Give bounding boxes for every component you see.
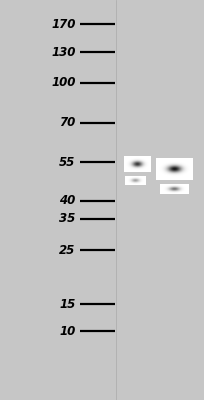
Text: 35: 35 (59, 212, 75, 225)
Text: 100: 100 (51, 76, 75, 89)
Text: 70: 70 (59, 116, 75, 129)
Text: 130: 130 (51, 46, 75, 58)
Text: 40: 40 (59, 194, 75, 207)
Text: 170: 170 (51, 18, 75, 30)
Text: 15: 15 (59, 298, 75, 310)
Text: 10: 10 (59, 325, 75, 338)
Text: 25: 25 (59, 244, 75, 256)
Text: 55: 55 (59, 156, 75, 168)
